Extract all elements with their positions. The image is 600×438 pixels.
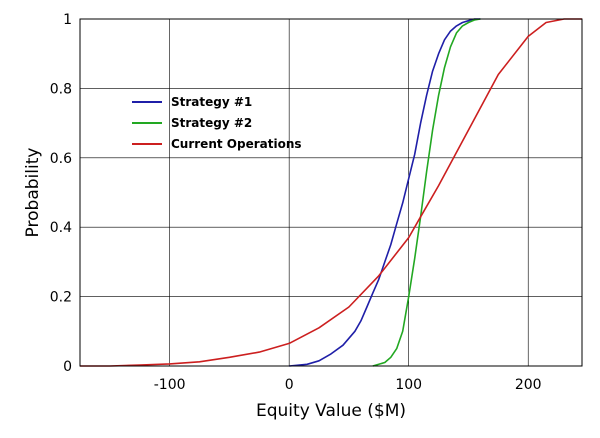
series-line-strategy-1 xyxy=(289,18,481,367)
y-tick-labels: 0 0.2 0.4 0.6 0.8 1 xyxy=(50,12,72,375)
x-tick-label: 200 xyxy=(515,377,542,393)
series-layer xyxy=(80,18,582,367)
y-tick-label: 0.4 xyxy=(50,220,72,236)
plot-area xyxy=(80,19,582,366)
legend: Strategy #1 Strategy #2 Current Operations xyxy=(132,95,302,151)
y-tick-label: 0.6 xyxy=(50,151,72,167)
y-tick-label: 0.2 xyxy=(50,290,72,306)
y-tick-label: 1 xyxy=(63,12,72,28)
x-axis-title: Equity Value ($M) xyxy=(256,401,406,421)
x-tick-label: 0 xyxy=(285,377,294,393)
x-tick-labels: -100 0 100 200 xyxy=(154,377,542,393)
y-axis-title: Probability xyxy=(23,148,43,238)
x-tick-label: 100 xyxy=(395,377,422,393)
y-tick-label: 0.8 xyxy=(50,81,72,97)
y-tick-label: 0 xyxy=(63,359,72,375)
plot-border xyxy=(79,18,583,367)
legend-label-strategy-2: Strategy #2 xyxy=(171,116,252,130)
series-line-current-operations xyxy=(80,18,582,367)
series-line-strategy-2 xyxy=(372,18,481,367)
legend-label-current-operations: Current Operations xyxy=(171,137,302,151)
legend-label-strategy-1: Strategy #1 xyxy=(171,95,252,109)
x-tick-label: -100 xyxy=(154,377,186,393)
